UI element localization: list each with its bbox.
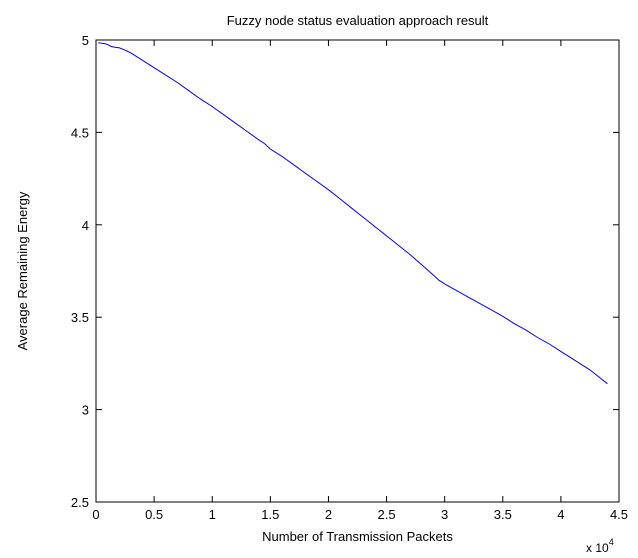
series-layer [98,42,608,385]
x-tick-label: 0 [92,507,99,522]
chart-title: Fuzzy node status evaluation approach re… [227,13,489,28]
x-tick-label: 2 [325,507,332,522]
y-axis-title: Average Remaining Energy [15,191,30,350]
y-tick-label: 4.5 [71,125,89,140]
series-line [98,42,608,385]
x-tick-label: 0.5 [145,507,163,522]
x-multiplier-exponent: 4 [609,537,614,547]
x-tick-label: 2.5 [378,507,396,522]
x-tick-label: 3 [441,507,448,522]
y-tick-label: 2.5 [71,495,89,510]
x-tick-label: 1.5 [261,507,279,522]
x-tick-label: 4 [557,507,564,522]
x-multiplier-base: x 10 [586,541,609,555]
x-tick-label: 4.5 [610,507,628,522]
y-tick-label: 3 [82,403,89,418]
x-tick-label: 1 [209,507,216,522]
y-tick-label: 4 [82,218,89,233]
plot-area [95,39,620,503]
y-tick-label: 5 [82,33,89,48]
y-tick-label: 3.5 [71,310,89,325]
tick-labels: 0 0.5 1 1.5 2 2.5 3 3.5 4 4.5 2.5 3 3.5 4 4.5 5 [71,33,628,522]
tick-marks [95,39,620,503]
x-axis-multiplier: x 104 [586,537,614,555]
x-axis-title: Number of Transmission Packets [262,529,453,544]
x-tick-label: 3.5 [494,507,512,522]
